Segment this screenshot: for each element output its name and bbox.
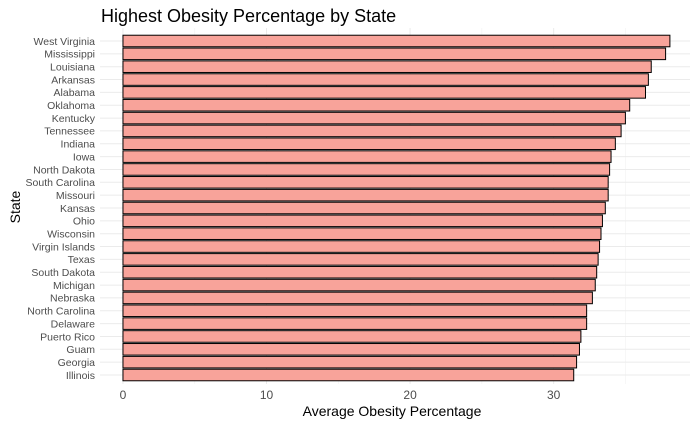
y-tick-label: Wisconsin <box>47 228 95 240</box>
bar <box>122 291 593 305</box>
bar <box>122 201 606 215</box>
y-tick-label: Guam <box>66 344 95 356</box>
bar <box>122 330 582 343</box>
bar <box>122 34 671 48</box>
bar <box>122 240 601 253</box>
y-tick-label: Louisiana <box>50 61 95 73</box>
y-axis-title: State <box>7 190 23 223</box>
y-tick-label: North Dakota <box>33 164 95 176</box>
x-tick-label: 30 <box>547 388 561 402</box>
bar <box>122 98 631 112</box>
y-tick-labels: West VirginiaMississippiLouisianaArkansa… <box>26 36 96 382</box>
bar <box>122 278 596 292</box>
y-tick-label: South Carolina <box>26 177 96 189</box>
bar <box>122 163 611 176</box>
y-tick-label: Kansas <box>60 203 95 215</box>
bar <box>122 355 578 369</box>
y-tick-label: Michigan <box>53 280 95 292</box>
x-tick-label: 0 <box>120 388 127 402</box>
bar <box>122 227 602 240</box>
bar <box>122 137 616 151</box>
y-tick-label: Iowa <box>73 151 95 163</box>
bar <box>122 124 622 138</box>
bar <box>122 265 598 279</box>
y-tick-label: Tennessee <box>44 126 95 138</box>
y-tick-label: Illinois <box>66 370 95 382</box>
bar <box>122 86 646 99</box>
y-tick-label: Mississippi <box>44 49 95 61</box>
y-tick-label: Arkansas <box>51 74 95 86</box>
bar <box>122 111 626 125</box>
y-tick-label: Ohio <box>73 216 95 228</box>
bar <box>122 304 588 318</box>
bar <box>122 253 599 266</box>
y-tick-label: Georgia <box>58 357 96 369</box>
bar <box>122 60 652 73</box>
x-tick-labels: 0 10 20 30 <box>120 388 561 402</box>
y-tick-label: Alabama <box>54 87 96 99</box>
y-tick-label: West Virginia <box>34 36 96 48</box>
y-tick-label: Virgin Islands <box>32 241 95 253</box>
bar <box>122 317 588 330</box>
chart-title: Highest Obesity Percentage by State <box>101 6 396 26</box>
x-tick-label: 20 <box>403 388 417 402</box>
bar <box>122 214 603 228</box>
y-tick-label: Nebraska <box>50 293 95 305</box>
y-tick-label: Delaware <box>51 318 96 330</box>
y-tick-label: Puerto Rico <box>40 331 95 343</box>
bar <box>122 188 609 202</box>
x-tick-label: 10 <box>260 388 274 402</box>
y-tick-label: Oklahoma <box>47 100 95 112</box>
bar <box>122 150 612 163</box>
x-axis-title: Average Obesity Percentage <box>303 403 482 419</box>
y-tick-label: Missouri <box>56 190 95 202</box>
bar <box>122 47 667 61</box>
y-tick-label: South Dakota <box>31 267 95 279</box>
bar <box>122 176 609 189</box>
bars <box>122 34 671 382</box>
bar <box>122 368 575 382</box>
y-tick-label: Kentucky <box>52 113 96 125</box>
y-tick-label: Indiana <box>61 139 96 151</box>
y-tick-label: North Carolina <box>27 306 95 318</box>
bar <box>122 73 649 86</box>
y-tick-label: Texas <box>68 254 95 266</box>
bar <box>122 343 580 356</box>
